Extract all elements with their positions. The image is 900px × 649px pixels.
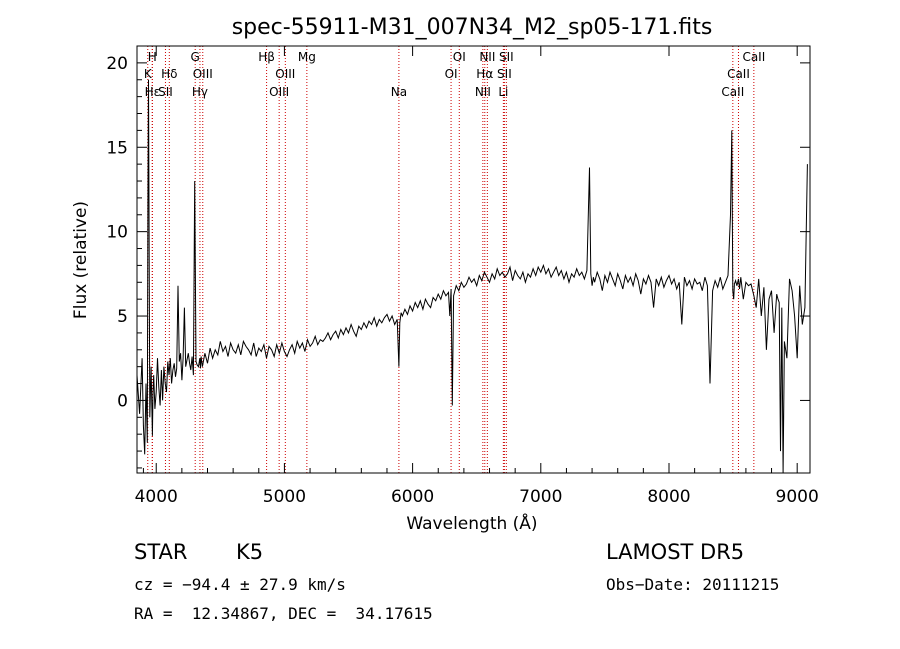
marker-label-17: NII <box>479 50 495 64</box>
marker-label-18: Li <box>498 85 508 99</box>
y-tick-label-2: 10 <box>106 223 128 243</box>
marker-label-1: H <box>148 50 157 64</box>
marker-label-3: Hδ <box>161 67 177 81</box>
y-tick-label-3: 15 <box>106 138 128 158</box>
marker-label-0: K <box>144 67 153 81</box>
coordinates: RA = 12.34867, DEC = 34.17615 <box>134 604 433 623</box>
plot-frame <box>136 45 811 474</box>
y-tick-label-1: 5 <box>117 307 128 327</box>
marker-label-9: OIII <box>269 85 289 99</box>
marker-label-16: Hα <box>476 67 493 81</box>
marker-label-5: G <box>191 50 200 64</box>
marker-label-21: CaII <box>721 85 744 99</box>
marker-label-20: SII <box>499 50 514 64</box>
x-tick-label-0: 4000 <box>135 487 178 507</box>
survey-name: LAMOST DR5 <box>606 540 745 564</box>
spectral-line-labels: KHHεHδSIIGHγOIIIHβOIIIOIIIMgNaOIOINIIHαN… <box>144 50 765 99</box>
y-axis-label: Flux (relative) <box>71 201 91 319</box>
marker-label-11: Mg <box>298 50 316 64</box>
obs-date: Obs−Date: 20111215 <box>606 575 780 594</box>
object-class: STAR <box>134 540 188 564</box>
marker-label-7: OIII <box>193 67 213 81</box>
object-subclass: K5 <box>236 540 264 564</box>
marker-label-14: OI <box>453 50 466 64</box>
marker-label-8: Hβ <box>258 50 275 64</box>
x-tick-label-4: 8000 <box>647 487 690 507</box>
x-tick-label-2: 6000 <box>391 487 434 507</box>
y-axis-ticks: 0 5 10 15 20 <box>106 45 810 469</box>
x-tick-label-5: 9000 <box>776 487 819 507</box>
marker-label-10: OIII <box>275 67 295 81</box>
x-axis-label: Wavelength (Å) <box>406 512 537 534</box>
marker-label-13: OI <box>445 67 458 81</box>
marker-label-23: CaII <box>742 50 765 64</box>
spectrum-line <box>136 79 808 474</box>
marker-label-19: SII <box>497 67 512 81</box>
y-tick-label-4: 20 <box>106 54 128 74</box>
marker-label-15: NII <box>475 85 491 99</box>
x-axis-ticks: 4000 5000 6000 7000 8000 9000 <box>135 46 819 507</box>
x-tick-label-1: 5000 <box>263 487 306 507</box>
chart-title: spec-55911-M31_007N34_M2_sp05-171.fits <box>232 15 713 40</box>
velocity-readout: cz = −94.4 ± 27.9 km/s <box>134 575 346 594</box>
spectral-line-markers <box>147 46 755 473</box>
marker-label-22: CaII <box>727 67 750 81</box>
marker-label-4: SII <box>158 85 173 99</box>
marker-label-6: Hγ <box>192 85 208 99</box>
x-tick-label-3: 7000 <box>519 487 562 507</box>
marker-label-12: Na <box>391 85 407 99</box>
y-tick-label-0: 0 <box>117 391 128 411</box>
